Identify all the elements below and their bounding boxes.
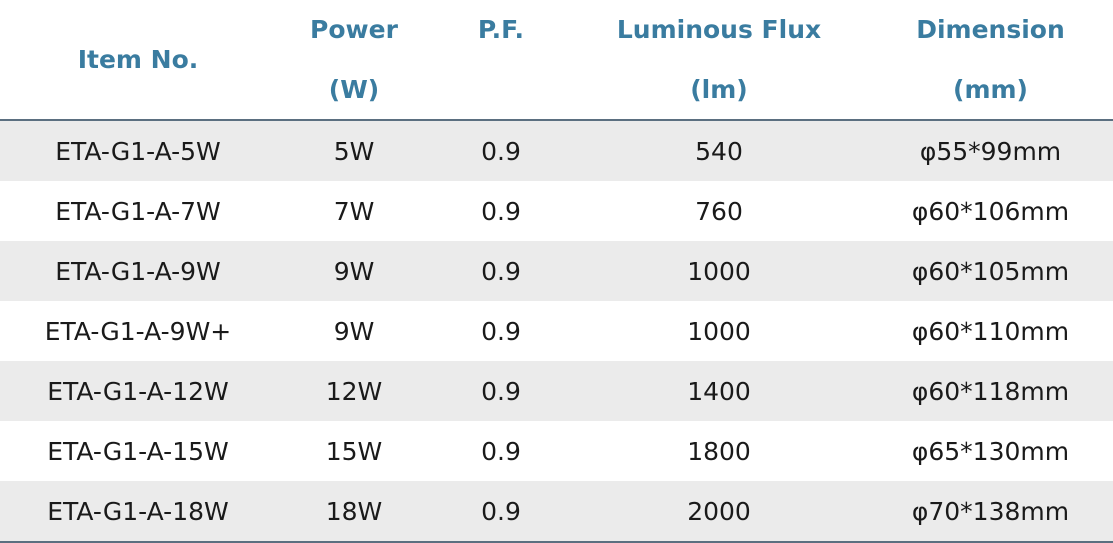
table-cell: 540: [695, 136, 743, 166]
table-cell: 2000: [687, 496, 751, 526]
table-cell: 1400: [687, 376, 751, 406]
header-text: (mm): [953, 75, 1028, 104]
table-cell: 0.9: [481, 256, 521, 286]
table-cell: 15W: [325, 436, 383, 466]
header-text: Power: [310, 15, 398, 44]
header-text: (lm): [690, 75, 748, 104]
table-row: ETA-G1-A-18W 18W 0.9 2000 φ70*138mm: [0, 481, 1113, 543]
table-cell: 9W: [333, 316, 375, 346]
table-cell: 0.9: [481, 376, 521, 406]
header-cell: Dimension (mm): [868, 0, 1113, 120]
table-cell: ETA-G1-A-15W: [47, 436, 229, 466]
table-cell: φ60*105mm: [911, 256, 1070, 286]
table-cell: 18W: [325, 496, 383, 526]
table-row: ETA-G1-A-12W 12W 0.9 1400 φ60*118mm: [0, 361, 1113, 421]
table-cell: φ70*138mm: [911, 496, 1070, 526]
header-text: P.F.: [477, 15, 525, 44]
header-text: Item No.: [77, 45, 199, 74]
table-cell: φ60*110mm: [911, 316, 1070, 346]
table-cell: 1000: [687, 316, 751, 346]
table-cell: ETA-G1-A-12W: [47, 376, 229, 406]
table-cell: ETA-G1-A-18W: [47, 496, 229, 526]
table-cell: 760: [695, 196, 743, 226]
table-cell: ETA-G1-A-7W: [55, 196, 221, 226]
table-cell: ETA-G1-A-9W+: [44, 316, 232, 346]
table-cell: 0.9: [481, 136, 521, 166]
table-cell: φ60*106mm: [911, 196, 1070, 226]
table-cell: 1800: [687, 436, 751, 466]
table-cell: 12W: [325, 376, 383, 406]
table-cell: φ55*99mm: [919, 136, 1062, 166]
table-cell: φ60*118mm: [911, 376, 1070, 406]
table-row: ETA-G1-A-7W 7W 0.9 760 φ60*106mm: [0, 181, 1113, 241]
table-cell: 0.9: [481, 316, 521, 346]
table-row: ETA-G1-A-5W 5W 0.9 540 φ55*99mm: [0, 121, 1113, 181]
header-cell: P.F.: [432, 0, 570, 120]
table-row: ETA-G1-A-9W+ 9W 0.9 1000 φ60*110mm: [0, 301, 1113, 361]
table-cell: 9W: [333, 256, 375, 286]
table-cell: 0.9: [481, 196, 521, 226]
table-cell: 1000: [687, 256, 751, 286]
table-row: ETA-G1-A-15W 15W 0.9 1800 φ65*130mm: [0, 421, 1113, 481]
table-row: ETA-G1-A-9W 9W 0.9 1000 φ60*105mm: [0, 241, 1113, 301]
header-text: Luminous Flux: [616, 15, 822, 44]
header-row: Item No. Power (W) P.F. Luminous Flux (lm) Dim…: [0, 0, 1113, 121]
table-cell: 0.9: [481, 496, 521, 526]
table-cell: ETA-G1-A-9W: [55, 256, 221, 286]
table-cell: 5W: [333, 136, 375, 166]
table-cell: 0.9: [481, 436, 521, 466]
header-cell: Power (W): [276, 0, 432, 120]
header-cell: Item No.: [0, 0, 276, 120]
header-cell: Luminous Flux (lm): [570, 0, 868, 120]
table-cell: 7W: [333, 196, 375, 226]
table-cell: φ65*130mm: [911, 436, 1070, 466]
table-cell: ETA-G1-A-5W: [55, 136, 221, 166]
header-text: Dimension: [916, 15, 1065, 44]
header-text: (W): [328, 75, 380, 104]
